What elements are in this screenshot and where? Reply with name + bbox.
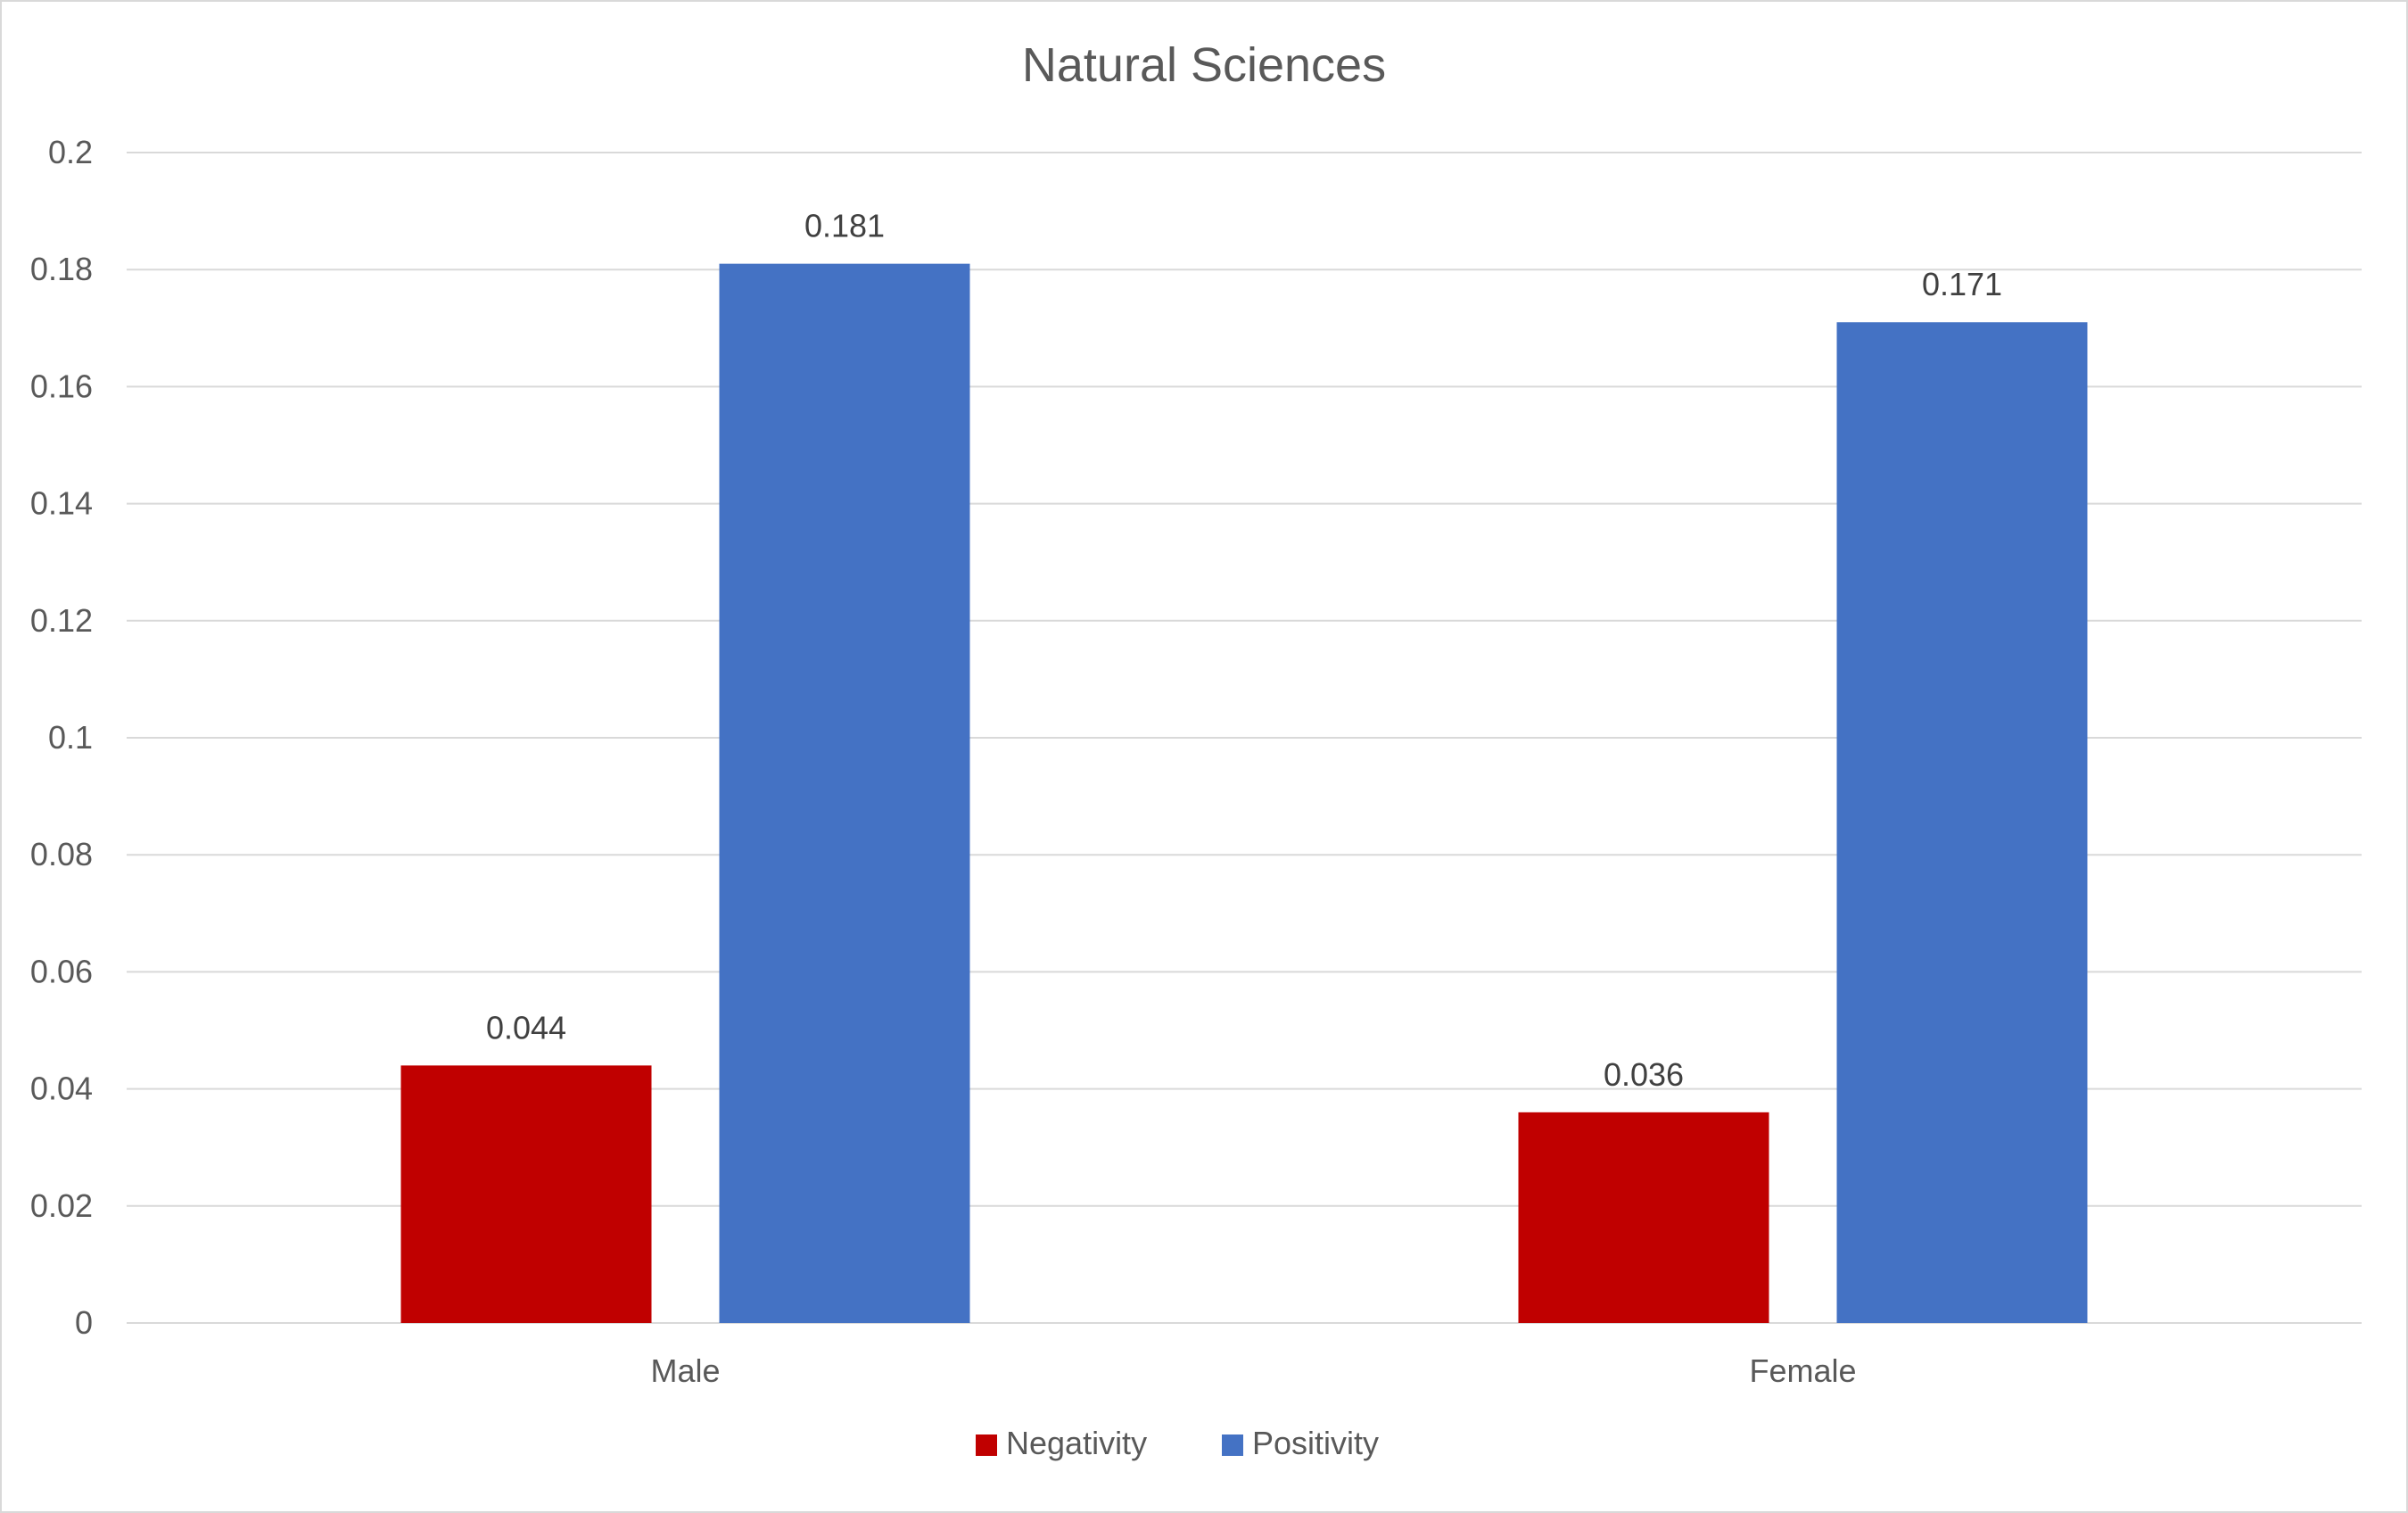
y-tick-label: 0.16: [30, 368, 93, 404]
x-tick-label: Female: [1749, 1352, 1856, 1389]
y-tick-label: 0: [75, 1304, 93, 1341]
data-label: 0.181: [804, 208, 885, 244]
data-labels: 0.044 0.181 0.036 0.171: [486, 208, 2002, 1093]
bar-positivity-female: [1836, 322, 2088, 1323]
y-axis-ticks: 0 0.02 0.04 0.06 0.08 0.1 0.12 0.14 0.16 0.18 0.2: [30, 134, 93, 1341]
bar-positivity-male: [719, 263, 970, 1323]
y-tick-label: 0.2: [48, 134, 93, 170]
data-label: 0.036: [1604, 1056, 1684, 1093]
y-tick-label: 0.08: [30, 836, 93, 872]
bar-negativity-male: [400, 1065, 652, 1323]
y-tick-label: 0.04: [30, 1071, 93, 1107]
bar-negativity-female: [1518, 1112, 1769, 1323]
legend-swatch-positivity: [1222, 1434, 1243, 1456]
y-tick-label: 0.12: [30, 602, 93, 639]
data-label: 0.044: [486, 1009, 566, 1046]
legend-label-positivity: Positivity: [1252, 1425, 1379, 1461]
x-axis-ticks: Male Female: [650, 1352, 1856, 1389]
data-label: 0.171: [1922, 266, 2002, 302]
y-tick-label: 0.14: [30, 485, 93, 522]
x-tick-label: Male: [650, 1352, 720, 1389]
legend-label-negativity: Negativity: [1006, 1425, 1147, 1461]
y-tick-label: 0.1: [48, 719, 93, 756]
legend-swatch-negativity: [976, 1434, 997, 1456]
y-tick-label: 0.18: [30, 251, 93, 287]
y-tick-label: 0.06: [30, 953, 93, 989]
y-tick-label: 0.02: [30, 1187, 93, 1224]
legend: Negativity Positivity: [976, 1425, 1379, 1461]
chart-title: Natural Sciences: [1021, 38, 1387, 92]
bars: [400, 263, 2088, 1323]
